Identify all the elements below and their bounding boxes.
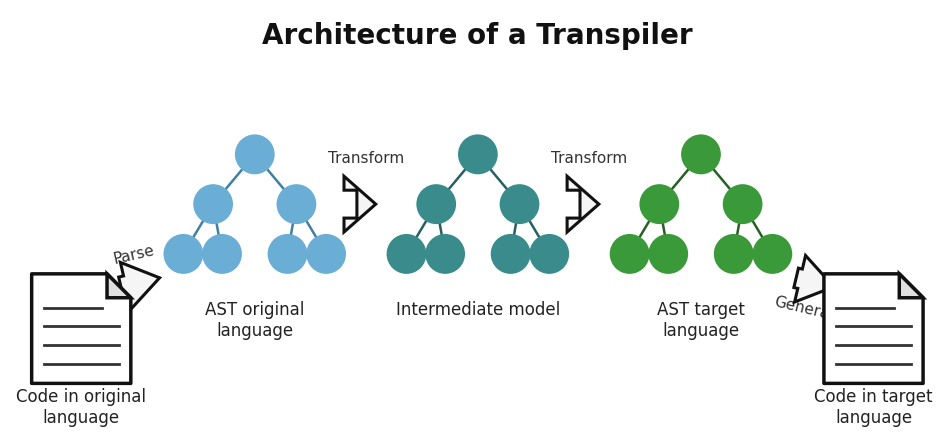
Circle shape — [501, 185, 538, 223]
Polygon shape — [119, 262, 159, 309]
Polygon shape — [344, 176, 376, 232]
Circle shape — [418, 185, 456, 223]
Circle shape — [682, 135, 719, 173]
Circle shape — [530, 235, 568, 273]
Polygon shape — [568, 176, 599, 232]
Text: Parse: Parse — [112, 243, 156, 267]
Text: Code in target
language: Code in target language — [814, 389, 933, 427]
Text: AST original
language: AST original language — [205, 301, 305, 339]
Text: Intermediate model: Intermediate model — [396, 301, 560, 319]
Circle shape — [195, 185, 232, 223]
Text: Code in original
language: Code in original language — [16, 389, 146, 427]
Circle shape — [641, 185, 679, 223]
Circle shape — [649, 235, 687, 273]
Circle shape — [387, 235, 425, 273]
Circle shape — [724, 185, 761, 223]
Polygon shape — [900, 274, 923, 298]
Circle shape — [426, 235, 464, 273]
Circle shape — [492, 235, 530, 273]
Polygon shape — [31, 274, 131, 383]
Circle shape — [277, 185, 315, 223]
Polygon shape — [794, 255, 834, 302]
Text: AST target
language: AST target language — [657, 301, 745, 339]
Text: Transform: Transform — [551, 151, 627, 166]
Polygon shape — [107, 274, 131, 298]
Circle shape — [307, 235, 345, 273]
Circle shape — [164, 235, 202, 273]
Text: Transform: Transform — [328, 151, 404, 166]
Circle shape — [611, 235, 648, 273]
Polygon shape — [824, 274, 923, 383]
Circle shape — [269, 235, 307, 273]
Text: Generate: Generate — [772, 294, 846, 325]
Circle shape — [754, 235, 791, 273]
Text: Architecture of a Transpiler: Architecture of a Transpiler — [262, 22, 693, 50]
Circle shape — [203, 235, 241, 273]
Circle shape — [459, 135, 496, 173]
Circle shape — [715, 235, 753, 273]
Circle shape — [236, 135, 273, 173]
